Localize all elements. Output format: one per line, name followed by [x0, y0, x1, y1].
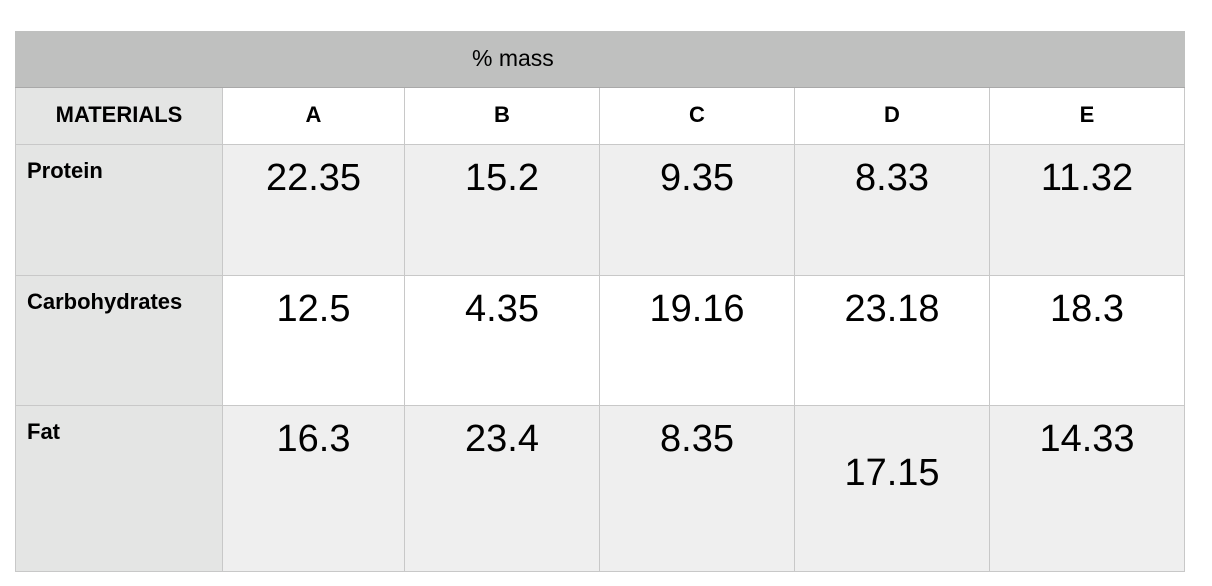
row-label: Protein	[15, 145, 223, 276]
value-cell: 16.3	[223, 406, 405, 572]
value-cell: 8.35	[600, 406, 795, 572]
value-cell: 11.32	[990, 145, 1185, 276]
table-title: % mass	[472, 45, 554, 71]
value-cell: 23.18	[795, 276, 990, 406]
value-cell: 15.2	[405, 145, 600, 276]
value-cell: 22.35	[223, 145, 405, 276]
value-cell: 4.35	[405, 276, 600, 406]
row-label: Fat	[15, 406, 223, 572]
column-header: A	[223, 88, 405, 145]
value-cell: 17.15	[795, 406, 990, 572]
header-label: MATERIALS	[15, 88, 223, 145]
value-cell: 19.16	[600, 276, 795, 406]
column-header: B	[405, 88, 600, 145]
row-label: Carbohydrates	[15, 276, 223, 406]
column-header: D	[795, 88, 990, 145]
value-cell: 8.33	[795, 145, 990, 276]
column-header: C	[600, 88, 795, 145]
value-cell: 12.5	[223, 276, 405, 406]
table-title-bar: % mass	[15, 31, 1185, 88]
value-cell: 18.3	[990, 276, 1185, 406]
value-cell: 23.4	[405, 406, 600, 572]
value-cell: 9.35	[600, 145, 795, 276]
value-cell: 14.33	[990, 406, 1185, 572]
column-header: E	[990, 88, 1185, 145]
